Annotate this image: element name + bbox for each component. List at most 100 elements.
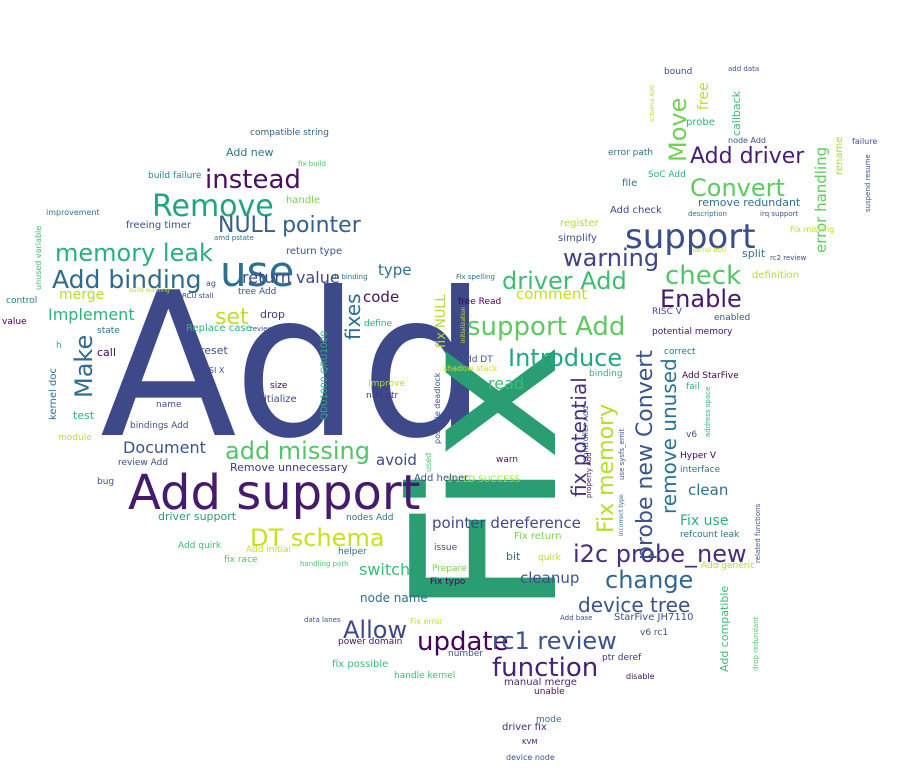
word-fix-possible: fix possible bbox=[332, 659, 388, 670]
word-drop-redundant: drop redundant bbox=[752, 616, 760, 671]
word-move: Move bbox=[664, 98, 692, 162]
word-clean: clean bbox=[688, 481, 728, 499]
word-failure: failure bbox=[852, 137, 877, 146]
word-add-quirk: Add quirk bbox=[178, 541, 222, 551]
word-enable: Enable bbox=[660, 285, 742, 313]
word-v6: v6 bbox=[686, 430, 697, 440]
word-fixes: fixes bbox=[341, 293, 365, 340]
word-potential-memory: potential memory bbox=[652, 327, 733, 337]
word-tree-add: tree Add bbox=[238, 287, 276, 297]
word-dt-schema: DT schema bbox=[250, 524, 385, 552]
word-use-sysfs-emit: use sysfs_emit bbox=[618, 428, 626, 480]
word-fix: Fix bbox=[370, 343, 603, 617]
word-avoid: avoid bbox=[376, 451, 417, 469]
word-update: update bbox=[417, 627, 509, 657]
word-issue: issue bbox=[434, 543, 458, 553]
word-merge: merge bbox=[59, 287, 104, 303]
word-ag: ag bbox=[206, 279, 216, 288]
word-call: call bbox=[97, 346, 116, 359]
word-node-name: node name bbox=[360, 591, 428, 605]
word-probe-new-convert: probe new Convert bbox=[633, 350, 658, 560]
word-fix-return: Fix return bbox=[514, 531, 561, 542]
word-read: read bbox=[488, 374, 524, 393]
word-kvm: KVM bbox=[522, 738, 537, 746]
word-qdu1000-qru1000: QDU1000 QRU1000 bbox=[320, 331, 330, 420]
word-add-base: Add base bbox=[560, 614, 592, 622]
word-build-success: BUILD SUCCESS bbox=[448, 475, 520, 485]
word-rc1-review: rc1 review bbox=[492, 627, 617, 655]
word-fix-race: fix race bbox=[224, 555, 258, 565]
word-fix-memory: Fix memory bbox=[594, 404, 619, 533]
word-add-binding: Add binding bbox=[52, 265, 202, 294]
word-control: control bbox=[6, 296, 37, 306]
word-kernel-bug: kernel BUG bbox=[693, 247, 727, 254]
word-probe: probe bbox=[686, 117, 715, 128]
word-controller-add: controller Add bbox=[581, 406, 590, 462]
word-driver-fix: driver fix bbox=[502, 722, 547, 733]
word-initialization: initialization bbox=[460, 306, 467, 343]
word-related-functions: related functions bbox=[754, 503, 762, 563]
word-bindings-add: bindings Add bbox=[130, 421, 189, 431]
word-function: function bbox=[492, 653, 598, 683]
word-bit: bit bbox=[506, 550, 521, 563]
word-replace-case: Replace case bbox=[186, 323, 252, 334]
word-cleanup: cleanup bbox=[520, 569, 579, 587]
word-split: split bbox=[742, 247, 766, 260]
word-add-starfive: Add StarFive bbox=[682, 371, 739, 381]
word-reset: reset bbox=[200, 344, 229, 357]
word-remove: Remove bbox=[152, 189, 274, 224]
word-build-warning: build warning bbox=[129, 287, 170, 294]
word-null-ptr: null ptr bbox=[366, 391, 399, 401]
word-data-lanes: data lanes bbox=[304, 616, 341, 624]
word-binding: binding bbox=[589, 369, 623, 379]
word-fix-spelling: Fix spelling bbox=[456, 273, 495, 281]
word-kernel-doc: kernel doc bbox=[48, 368, 59, 420]
word-nodes-add: nodes Add bbox=[346, 513, 393, 523]
word-warning: warning bbox=[563, 244, 659, 272]
word-schema-add: schema Add bbox=[649, 85, 656, 122]
word-disable: disable bbox=[626, 672, 655, 681]
word-correct: correct bbox=[664, 347, 696, 357]
word-allow: Allow bbox=[343, 616, 407, 644]
word-fix-null: fix NULL bbox=[434, 294, 449, 348]
word-handle-kernel: handle kernel bbox=[394, 671, 455, 681]
word-fix-missing: Fix missing bbox=[790, 225, 834, 234]
word-fix-use: Fix use bbox=[680, 513, 728, 529]
word-add-data: add data bbox=[728, 65, 759, 73]
word-fix-typo: Fix typo bbox=[430, 577, 466, 587]
word-used: used bbox=[424, 453, 433, 472]
word-power-domain: power domain bbox=[338, 637, 402, 647]
word-add-compatible: Add compatible bbox=[718, 586, 731, 672]
word-test: test bbox=[73, 409, 95, 422]
word-error-path: error path bbox=[608, 148, 653, 158]
word-make: Make bbox=[70, 335, 98, 398]
word-address-space: address space bbox=[704, 387, 712, 437]
word-file: file bbox=[622, 178, 637, 189]
word-comment: comment bbox=[516, 285, 587, 303]
word-initialize: initialize bbox=[255, 394, 297, 405]
word-module: module bbox=[58, 433, 92, 443]
word-define: define bbox=[364, 319, 393, 329]
word-handle: handle bbox=[286, 195, 320, 206]
word-msi-x: MSI X bbox=[202, 366, 225, 375]
word-fix-error: Fix error bbox=[410, 617, 444, 626]
word-warn: warn bbox=[496, 455, 518, 465]
word-mode: mode bbox=[536, 715, 562, 725]
word-set: set bbox=[215, 305, 249, 330]
word-unable: unable bbox=[534, 687, 565, 697]
word-convert: Convert bbox=[690, 174, 785, 202]
word-irq-support: irq support bbox=[760, 210, 798, 218]
word-build-failure: build failure bbox=[148, 171, 202, 181]
word-change: change bbox=[605, 566, 693, 594]
word-support: support bbox=[625, 217, 756, 257]
word-code: code bbox=[363, 288, 399, 306]
word-error-handling: error handling bbox=[812, 147, 830, 253]
word-hyper-v: Hyper V bbox=[680, 451, 717, 461]
word-implement: Implement bbox=[48, 305, 135, 324]
word-callback: callback bbox=[730, 90, 743, 136]
word-pointer-dereference: pointer dereference bbox=[432, 514, 581, 532]
word-return-type: return type bbox=[286, 246, 342, 257]
word-improvement: improvement bbox=[46, 208, 100, 217]
